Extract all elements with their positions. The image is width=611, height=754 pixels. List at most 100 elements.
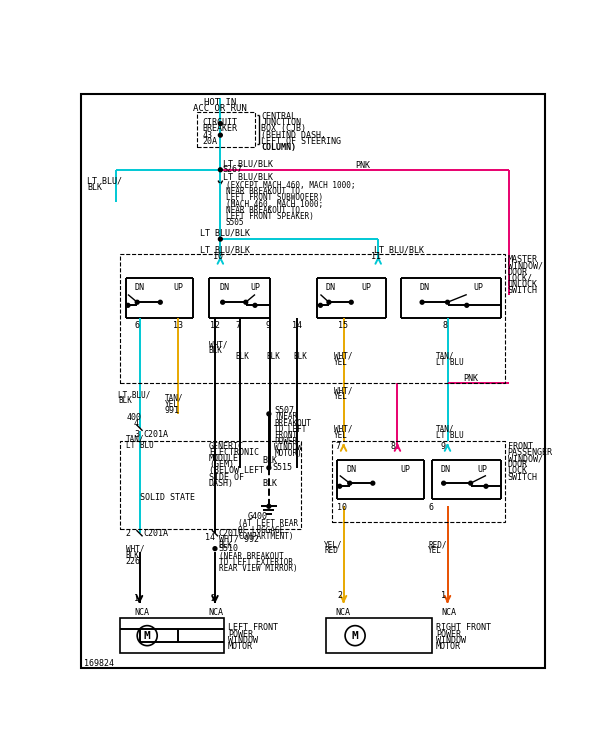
Text: WINDOW: WINDOW [436,636,466,645]
Circle shape [267,504,271,508]
Text: UNLOCK: UNLOCK [508,280,538,289]
Text: 991: 991 [165,406,180,415]
Text: (NEAR: (NEAR [274,412,298,421]
Circle shape [267,412,271,415]
Text: S510: S510 [219,544,239,553]
Circle shape [445,300,450,304]
Circle shape [420,300,424,304]
Text: MOTOR: MOTOR [228,642,253,651]
Text: LOCK: LOCK [508,467,527,475]
Text: UP: UP [362,283,371,292]
Text: YEL/: YEL/ [324,541,343,549]
Text: 2: 2 [210,594,215,603]
Text: SWITCH: SWITCH [508,287,538,295]
Text: CIRCUIT: CIRCUIT [203,118,238,127]
Text: WINDOW: WINDOW [274,443,302,452]
Text: 9: 9 [266,321,271,329]
Text: 14: 14 [205,532,215,541]
Text: BLK: BLK [236,351,250,360]
Bar [120,255,505,383]
Text: UP: UP [173,283,183,292]
Text: 226: 226 [126,557,141,566]
Text: PNK: PNK [355,161,370,170]
Text: M: M [144,630,150,641]
Text: BOX (CJB): BOX (CJB) [261,124,306,133]
Text: NEAR BREAKOUT TO: NEAR BREAKOUT TO [225,187,300,196]
Text: FRONT: FRONT [508,442,533,451]
Text: TO LEFT: TO LEFT [274,425,307,434]
Circle shape [442,481,445,485]
Text: MOTOR): MOTOR) [274,449,302,458]
Text: DN: DN [326,283,335,292]
Circle shape [218,121,222,125]
Text: 1: 1 [134,594,139,603]
Text: 13: 13 [173,321,183,329]
Text: (EXCEPT MACH 460, MACH 1000;: (EXCEPT MACH 460, MACH 1000; [225,181,355,190]
Circle shape [371,481,375,485]
Text: YEL: YEL [334,392,348,401]
Text: WHT/: WHT/ [209,340,227,349]
Text: BLK: BLK [118,397,132,406]
Bar [326,618,432,652]
Text: SIDE OF: SIDE OF [209,473,244,482]
Text: M: M [352,630,359,641]
Text: UP: UP [250,283,260,292]
Text: BLK: BLK [209,346,222,355]
Text: MASTER: MASTER [508,256,538,265]
Text: WHT/ 992: WHT/ 992 [219,535,259,544]
Text: 2: 2 [126,529,131,538]
Text: 20A: 20A [203,136,218,146]
Text: DN: DN [134,283,145,292]
Text: YEL: YEL [334,431,348,440]
Text: LOCK/: LOCK/ [508,274,533,283]
Text: BREAKOUT: BREAKOUT [274,418,311,428]
Text: 169824: 169824 [84,659,114,668]
Text: UP: UP [474,283,483,292]
Circle shape [267,466,271,470]
Circle shape [135,300,139,304]
Text: 14: 14 [292,321,302,329]
Circle shape [126,303,130,307]
Text: COMPARTMENT): COMPARTMENT) [238,532,293,541]
Circle shape [349,300,353,304]
Text: 12: 12 [210,321,219,329]
Text: OF LUGGAGE: OF LUGGAGE [238,526,284,535]
Text: DN: DN [346,464,356,474]
Text: BLK: BLK [126,551,139,560]
Text: 4: 4 [133,419,138,428]
Text: TO LEFT EXTERIOR: TO LEFT EXTERIOR [219,558,293,567]
Text: NEAR BREAKOUT TO: NEAR BREAKOUT TO [225,206,300,215]
Text: S507: S507 [274,406,295,415]
Text: YEL: YEL [334,358,348,366]
Text: YEL: YEL [165,400,179,409]
Circle shape [484,484,488,488]
Text: REAR VIEW MIRROR): REAR VIEW MIRROR) [219,564,298,573]
Text: BLK: BLK [263,455,278,464]
Text: FRONT: FRONT [274,431,298,440]
Text: DASH): DASH) [209,479,234,488]
Text: WHT/: WHT/ [334,386,353,395]
Text: WHT/: WHT/ [126,545,144,554]
Circle shape [158,300,162,304]
Text: (GEM): (GEM) [209,460,234,469]
Text: 6: 6 [134,321,139,329]
Text: LT BLU/: LT BLU/ [87,177,122,185]
Text: PASSENGER: PASSENGER [508,448,552,457]
Text: LT BLU/BLK: LT BLU/BLK [375,245,425,254]
Text: HOT IN: HOT IN [204,97,236,106]
Text: ELECTRONIC: ELECTRONIC [209,448,259,457]
Circle shape [327,300,331,304]
Text: DOOR: DOOR [508,460,527,469]
Text: S515: S515 [272,463,292,472]
Text: WHT/: WHT/ [334,351,353,360]
Text: TAN/: TAN/ [126,435,144,444]
Text: 3: 3 [134,431,139,439]
Text: LT BLU/BLK: LT BLU/BLK [200,228,249,238]
Circle shape [348,481,352,485]
Text: YEL: YEL [428,547,442,556]
Text: DN: DN [441,464,451,474]
Text: LT BLU: LT BLU [436,431,464,440]
Text: TAN/: TAN/ [436,351,455,360]
Text: LT BLU: LT BLU [436,358,464,366]
Text: 7: 7 [235,321,240,329]
